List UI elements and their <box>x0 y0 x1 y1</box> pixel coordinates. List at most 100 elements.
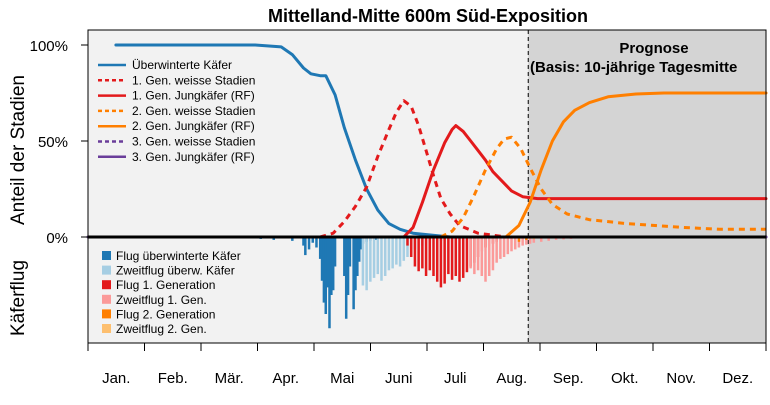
flight-bar-3-2 <box>476 238 480 271</box>
legend-flight-label-1: Zweitflug überw. Käfer <box>116 264 235 278</box>
flight-bar-3-21 <box>562 238 565 240</box>
forecast-label-line-2: (Basis: 10-jährige Tagesmitte <box>530 59 737 76</box>
flight-bar-2-4 <box>421 238 424 269</box>
legend-label-6: 3. Gen. Jungkäfer (RF) <box>132 150 255 164</box>
flight-bar-2-2 <box>413 238 417 267</box>
flight-bar-1-4 <box>376 238 380 275</box>
flight-bar-1-0 <box>361 238 365 286</box>
flight-bar-3-5 <box>487 238 491 276</box>
flight-bar-2-13 <box>454 238 458 276</box>
lower-y-axis-label: Käferflug <box>8 260 29 336</box>
flight-bar-2-15 <box>461 238 465 278</box>
flight-bar-0-23 <box>356 238 359 276</box>
flight-bar-3-1 <box>473 238 476 275</box>
flight-bar-0-2 <box>291 238 294 241</box>
flight-bar-3-11 <box>510 238 513 252</box>
flight-bar-0-11 <box>324 238 328 314</box>
legend-label-2: 1. Gen. Jungkäfer (RF) <box>132 89 255 103</box>
flight-bar-3-18 <box>539 238 543 242</box>
flight-bar-0-20 <box>348 238 352 267</box>
x-tick-label-0: Jan. <box>102 370 130 387</box>
flight-bar-1-2 <box>369 238 372 282</box>
flight-bar-1-8 <box>391 238 394 269</box>
legend-swatch-3 <box>102 294 111 304</box>
flight-bar-1-6 <box>383 238 387 276</box>
x-tick-label-10: Nov. <box>666 370 696 387</box>
flight-bar-0-1 <box>272 238 276 240</box>
flight-bar-3-3 <box>480 238 484 276</box>
legend-flight-label-2: Flug 1. Generation <box>116 278 215 292</box>
flight-bar-2-3 <box>417 238 420 272</box>
legend-label-1: 1. Gen. weisse Stadien <box>132 73 255 87</box>
flight-bar-3-6 <box>491 238 495 271</box>
legend-label-5: 3. Gen. weisse Stadien <box>132 135 255 149</box>
flight-bar-0-14 <box>330 238 333 295</box>
legend-swatch-0 <box>102 251 111 260</box>
flight-bar-0-10 <box>322 238 326 303</box>
flight-bar-3-4 <box>484 238 487 282</box>
flight-bar-2-11 <box>447 238 450 275</box>
flight-bar-1-9 <box>395 238 398 265</box>
flight-bar-0-12 <box>326 238 329 288</box>
x-tick-label-6: Juli <box>444 370 467 387</box>
flight-bar-0-7 <box>315 238 318 248</box>
flight-bar-0-22 <box>354 238 357 291</box>
series-line-1 <box>319 99 766 239</box>
flight-bar-1-1 <box>365 238 368 291</box>
flight-bar-4-0 <box>517 238 521 242</box>
flight-bar-0-25 <box>359 238 363 250</box>
x-tick-label-5: Juni <box>385 370 413 387</box>
flight-bar-3-20 <box>554 238 558 240</box>
flight-bar-0-17 <box>343 238 346 276</box>
flight-bar-3-13 <box>517 238 521 248</box>
flight-bar-0-21 <box>352 238 355 310</box>
legend-swatch-2 <box>102 280 111 290</box>
flight-bar-2-10 <box>443 238 446 284</box>
chart-title: Mittelland-Mitte 600m Süd-Exposition <box>268 6 588 26</box>
legend-label-0: Überwinterte Käfer <box>132 58 232 72</box>
flight-bar-1-7 <box>387 238 391 271</box>
flight-bar-0-16 <box>333 238 337 267</box>
flight-bar-3-7 <box>495 238 498 263</box>
flight-bar-0-13 <box>328 238 331 329</box>
legend-flight-label-4: Flug 2. Generation <box>116 307 215 321</box>
legend-flight-label-5: Zweitflug 2. Gen. <box>116 322 207 336</box>
flight-bar-3-17 <box>532 238 536 243</box>
legend-flight-label-0: Flug überwinterte Käfer <box>116 249 241 263</box>
flight-bar-1-11 <box>402 238 406 261</box>
flight-bar-3-19 <box>547 238 550 241</box>
flight-bar-2-6 <box>428 238 432 271</box>
flight-bar-0-18 <box>344 238 348 319</box>
flight-bar-3-8 <box>499 238 502 259</box>
flight-bar-0-5 <box>307 238 311 250</box>
x-tick-label-1: Feb. <box>158 370 188 387</box>
flight-bar-1-3 <box>372 238 376 278</box>
flight-bar-3-9 <box>502 238 506 257</box>
legend-swatch-5 <box>102 324 111 333</box>
y-tick-label-0: 0% <box>46 230 68 247</box>
flight-bar-2-0 <box>406 238 409 246</box>
flight-bar-0-6 <box>311 238 315 243</box>
legend-label-3: 2. Gen. weisse Stadien <box>132 104 255 118</box>
flight-bar-2-7 <box>432 238 435 276</box>
flight-bar-0-8 <box>318 238 322 259</box>
x-tick-label-11: Dez. <box>722 370 753 387</box>
x-tick-label-8: Sep. <box>553 370 584 387</box>
legend-flight-label-3: Zweitflug 1. Gen. <box>116 293 207 307</box>
x-tick-label-9: Okt. <box>611 370 639 387</box>
flight-bar-0-29 <box>374 238 378 240</box>
x-tick-label-2: Mär. <box>215 370 244 387</box>
upper-y-axis-label: Anteil der Stadien <box>8 75 29 225</box>
flight-bar-3-15 <box>525 238 528 245</box>
legend-swatch-4 <box>102 309 111 319</box>
series-line-4 <box>504 91 768 239</box>
flight-bar-0-9 <box>320 238 324 281</box>
y-tick-label-100: 100% <box>30 38 68 55</box>
x-tick-label-7: Aug. <box>496 370 527 387</box>
flight-bar-2-16 <box>465 238 469 273</box>
forecast-region <box>528 30 766 343</box>
flight-bar-2-9 <box>439 238 443 288</box>
flight-bar-1-12 <box>406 238 409 257</box>
flight-bar-0-4 <box>304 238 307 256</box>
